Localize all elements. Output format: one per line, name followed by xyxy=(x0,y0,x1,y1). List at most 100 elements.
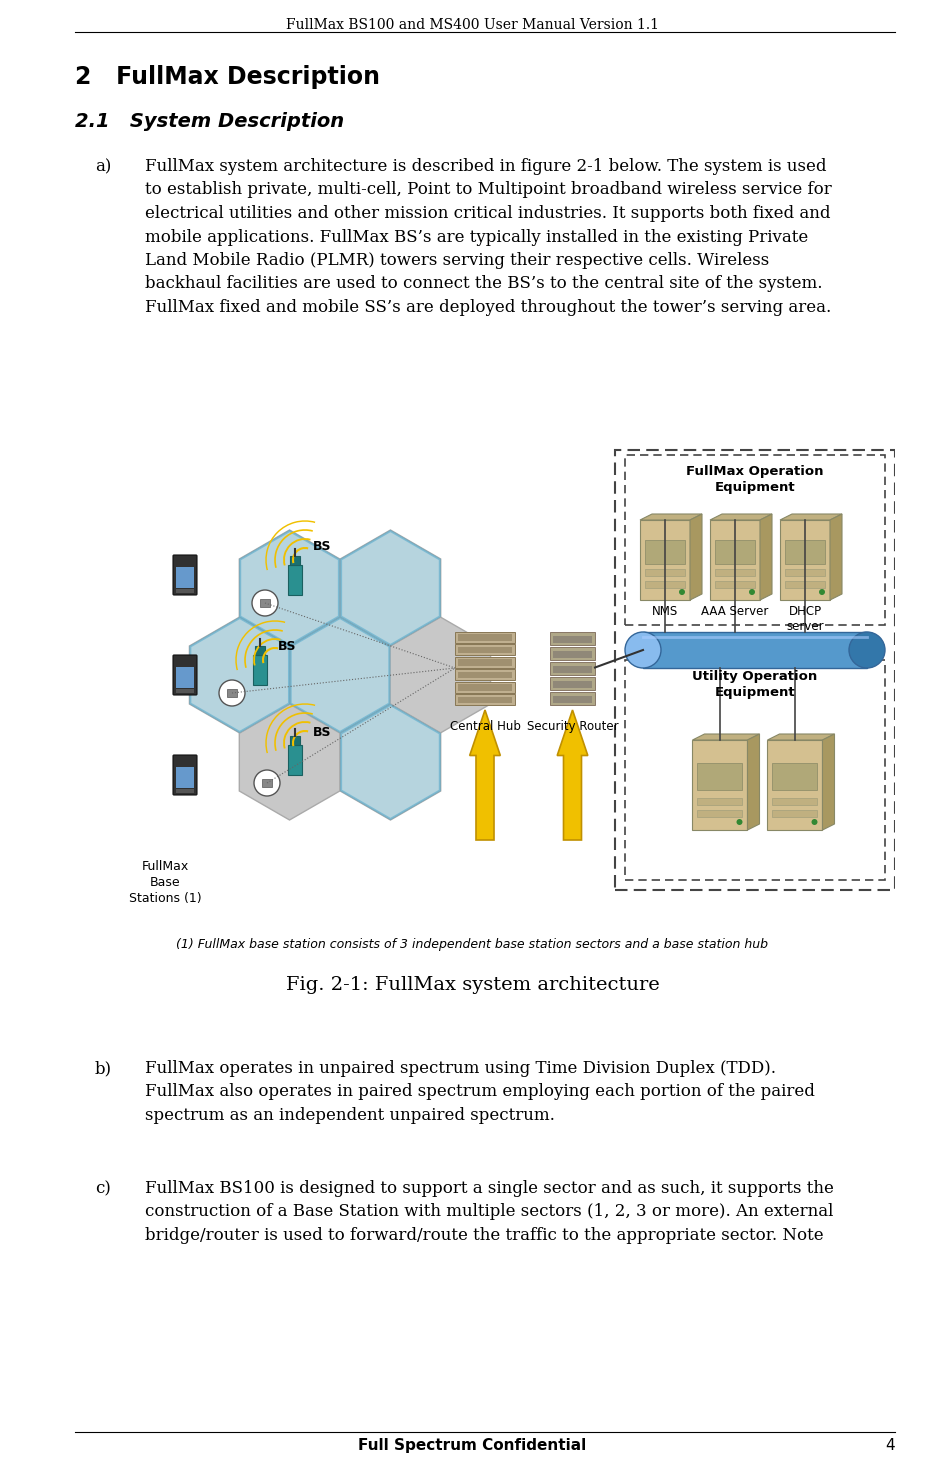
Bar xyxy=(176,667,194,688)
Polygon shape xyxy=(340,704,440,819)
Bar xyxy=(458,660,512,666)
Polygon shape xyxy=(557,710,587,840)
Bar xyxy=(458,696,512,704)
Bar xyxy=(552,680,591,688)
Polygon shape xyxy=(341,531,439,645)
Polygon shape xyxy=(390,617,490,733)
FancyBboxPatch shape xyxy=(173,556,196,595)
Polygon shape xyxy=(829,515,841,600)
Polygon shape xyxy=(709,515,771,520)
Bar xyxy=(176,589,194,594)
Bar xyxy=(615,450,894,890)
Bar xyxy=(176,689,194,693)
Bar xyxy=(253,655,267,686)
Text: (1) FullMax base station consists of 3 independent base station sectors and a ba: (1) FullMax base station consists of 3 i… xyxy=(177,938,767,951)
Polygon shape xyxy=(340,531,440,647)
Text: BS: BS xyxy=(278,641,296,654)
Circle shape xyxy=(219,680,244,707)
Bar xyxy=(771,809,817,817)
Text: b): b) xyxy=(95,1060,112,1078)
Bar xyxy=(771,762,817,790)
Bar xyxy=(454,645,514,655)
Polygon shape xyxy=(821,734,834,830)
Bar xyxy=(642,632,866,668)
Polygon shape xyxy=(639,515,701,520)
Bar xyxy=(290,736,299,745)
Text: FullMax BS100 is designed to support a single sector and as such, it supports th: FullMax BS100 is designed to support a s… xyxy=(144,1180,833,1245)
Bar xyxy=(458,671,512,677)
Bar xyxy=(176,789,194,793)
Bar xyxy=(784,539,824,564)
Text: FullMax Operation
Equipment: FullMax Operation Equipment xyxy=(685,465,823,494)
Bar xyxy=(176,767,194,789)
Bar xyxy=(784,581,824,588)
Text: Security Router: Security Router xyxy=(526,720,617,733)
Polygon shape xyxy=(759,515,771,600)
Bar xyxy=(767,740,821,830)
Polygon shape xyxy=(689,515,701,600)
Bar xyxy=(624,454,885,625)
Bar xyxy=(458,635,512,641)
FancyBboxPatch shape xyxy=(173,655,196,695)
Circle shape xyxy=(254,770,279,796)
Bar xyxy=(549,648,595,660)
Circle shape xyxy=(679,589,684,595)
Bar xyxy=(454,695,514,705)
Polygon shape xyxy=(290,617,390,733)
Bar xyxy=(260,600,270,607)
Bar xyxy=(715,581,754,588)
Bar xyxy=(779,520,829,600)
Polygon shape xyxy=(190,619,289,732)
Circle shape xyxy=(735,819,742,825)
Text: FullMax BS100 and MS400 User Manual Version 1.1: FullMax BS100 and MS400 User Manual Vers… xyxy=(286,18,658,32)
Text: 2.1   System Description: 2.1 System Description xyxy=(75,111,344,130)
Polygon shape xyxy=(189,617,290,733)
Bar xyxy=(549,692,595,705)
Bar xyxy=(697,762,742,790)
Bar xyxy=(458,685,512,690)
Bar xyxy=(624,660,885,880)
Text: a): a) xyxy=(95,158,111,174)
Circle shape xyxy=(818,589,824,595)
Bar xyxy=(697,798,742,805)
Bar xyxy=(552,651,591,658)
Text: AAA Server: AAA Server xyxy=(700,605,767,619)
Bar xyxy=(709,520,759,600)
Circle shape xyxy=(811,819,817,825)
Bar xyxy=(549,663,595,674)
Bar xyxy=(288,564,302,595)
Text: c): c) xyxy=(95,1180,110,1198)
Bar xyxy=(645,539,684,564)
Bar xyxy=(227,689,237,696)
FancyBboxPatch shape xyxy=(173,755,196,795)
Bar xyxy=(255,647,264,655)
Bar xyxy=(458,647,512,652)
Bar xyxy=(692,740,747,830)
Bar xyxy=(454,670,514,680)
Text: NMS: NMS xyxy=(651,605,678,619)
Polygon shape xyxy=(291,619,389,732)
Text: BS: BS xyxy=(312,541,331,554)
Text: BS: BS xyxy=(312,727,331,739)
Text: Full Spectrum Confidential: Full Spectrum Confidential xyxy=(358,1438,586,1453)
Text: Central Hub: Central Hub xyxy=(449,720,520,733)
Text: Fig. 2-1: FullMax system architecture: Fig. 2-1: FullMax system architecture xyxy=(285,976,659,994)
Bar xyxy=(715,569,754,576)
Bar xyxy=(290,556,299,564)
Polygon shape xyxy=(341,705,439,819)
Bar xyxy=(645,581,684,588)
Text: DHCP
server: DHCP server xyxy=(785,605,823,633)
Polygon shape xyxy=(767,734,834,740)
Bar xyxy=(549,632,595,645)
Polygon shape xyxy=(779,515,841,520)
Polygon shape xyxy=(692,734,759,740)
Text: FullMax operates in unpaired spectrum using Time Division Duplex (TDD).
FullMax : FullMax operates in unpaired spectrum us… xyxy=(144,1060,814,1124)
Bar xyxy=(645,569,684,576)
Text: FullMax
Base
Stations (1): FullMax Base Stations (1) xyxy=(128,861,201,905)
Bar xyxy=(552,635,591,644)
Bar xyxy=(715,539,754,564)
Ellipse shape xyxy=(624,632,660,668)
Bar xyxy=(639,520,689,600)
Bar xyxy=(784,569,824,576)
Polygon shape xyxy=(469,710,499,840)
